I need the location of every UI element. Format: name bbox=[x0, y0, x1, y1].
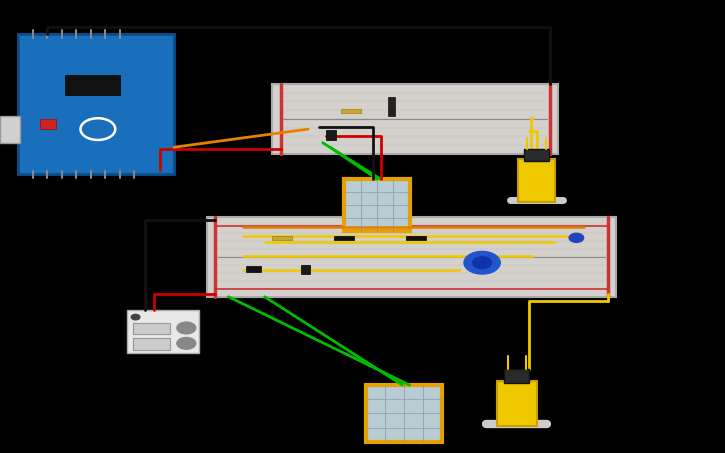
Circle shape bbox=[464, 251, 500, 274]
FancyBboxPatch shape bbox=[0, 116, 20, 143]
FancyBboxPatch shape bbox=[65, 75, 120, 95]
FancyBboxPatch shape bbox=[366, 385, 442, 442]
FancyBboxPatch shape bbox=[388, 97, 395, 116]
FancyBboxPatch shape bbox=[497, 381, 536, 426]
FancyBboxPatch shape bbox=[272, 84, 558, 154]
FancyBboxPatch shape bbox=[341, 109, 361, 113]
FancyBboxPatch shape bbox=[334, 236, 354, 240]
Circle shape bbox=[177, 322, 196, 334]
FancyBboxPatch shape bbox=[247, 266, 261, 272]
Circle shape bbox=[569, 233, 584, 242]
FancyBboxPatch shape bbox=[524, 149, 549, 161]
FancyBboxPatch shape bbox=[207, 217, 616, 297]
FancyBboxPatch shape bbox=[133, 323, 170, 334]
Circle shape bbox=[473, 257, 492, 269]
FancyBboxPatch shape bbox=[127, 310, 199, 353]
FancyBboxPatch shape bbox=[18, 34, 174, 174]
FancyBboxPatch shape bbox=[326, 130, 336, 140]
FancyBboxPatch shape bbox=[133, 338, 170, 350]
FancyBboxPatch shape bbox=[272, 236, 292, 240]
FancyBboxPatch shape bbox=[40, 119, 56, 129]
FancyBboxPatch shape bbox=[518, 159, 555, 202]
FancyBboxPatch shape bbox=[344, 179, 410, 231]
FancyBboxPatch shape bbox=[406, 236, 426, 240]
Circle shape bbox=[177, 337, 196, 349]
Circle shape bbox=[131, 314, 140, 320]
FancyBboxPatch shape bbox=[504, 369, 529, 383]
FancyBboxPatch shape bbox=[301, 265, 310, 274]
